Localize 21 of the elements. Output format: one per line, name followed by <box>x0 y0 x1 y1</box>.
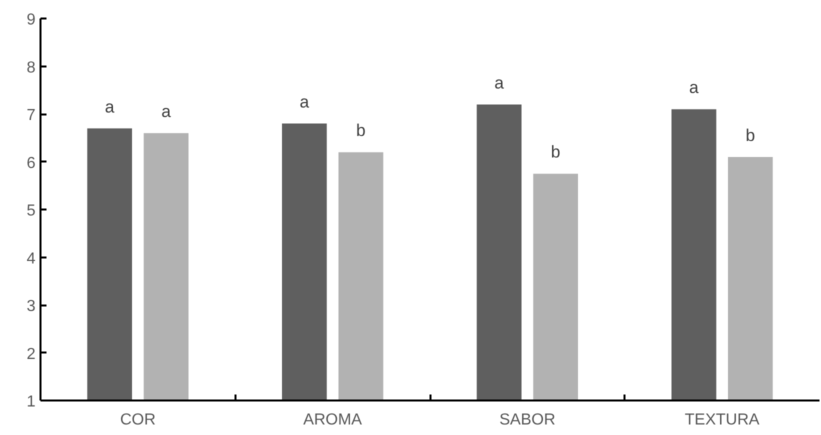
y-tick-label: 7 <box>26 107 36 124</box>
annotation: a <box>104 97 115 116</box>
x-tick-label: AROMA <box>303 412 362 428</box>
annotation: b <box>356 121 366 140</box>
x-tick-label: SABOR <box>499 412 556 428</box>
annotation: b <box>746 126 756 145</box>
y-tick-label: 3 <box>26 298 36 315</box>
y-tick-label: 6 <box>26 154 36 172</box>
y-tick-label: 5 <box>26 202 36 220</box>
annotation: a <box>689 78 700 98</box>
y-tick-label: 8 <box>26 59 36 76</box>
y-tick-label: 9 <box>26 12 36 28</box>
x-tick-label: TEXTURA <box>684 412 760 428</box>
annotation: a <box>494 73 504 92</box>
annotation: a <box>300 92 310 112</box>
annotation: a <box>161 102 172 122</box>
x-tick-label: COR <box>120 412 156 428</box>
annotation: b <box>550 142 560 162</box>
y-tick-label: 1 <box>26 394 36 410</box>
y-tick-label: 2 <box>26 346 36 363</box>
y-tick-label: 4 <box>26 250 36 268</box>
